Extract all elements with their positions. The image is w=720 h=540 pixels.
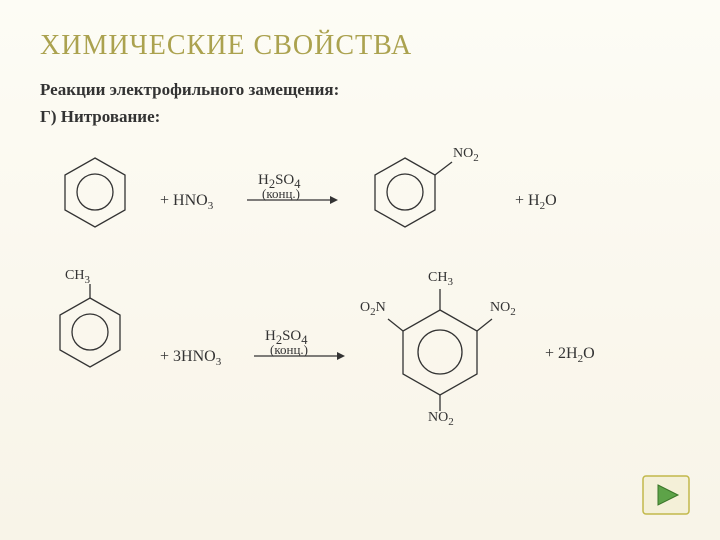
condition-2-bot: (конц.) bbox=[270, 342, 308, 358]
play-icon bbox=[642, 475, 690, 515]
condition-1-bot: (конц.) bbox=[262, 186, 300, 202]
subtitle-line1: Реакции электрофильного замещения: bbox=[40, 80, 339, 100]
reagent-1: + HNO3 bbox=[160, 192, 213, 212]
product-water-2: + 2H2O bbox=[545, 345, 595, 365]
no2-label-1: NO2 bbox=[453, 146, 479, 164]
subtitle-line2: Г) Нитрование: bbox=[40, 107, 160, 127]
page-title: ХИМИЧЕСКИЕ СВОЙСТВА bbox=[40, 30, 412, 62]
toluene-reactant bbox=[45, 278, 135, 388]
product-water-1: + H2O bbox=[515, 192, 557, 212]
reaction-diagram: + HNO3 H2SO4 (конц.) NO2 + H2O CH3 + 3HN… bbox=[40, 140, 680, 500]
reagent-2: + 3HNO3 bbox=[160, 348, 221, 368]
next-button[interactable] bbox=[642, 475, 690, 515]
benzene-reactant-1 bbox=[55, 150, 135, 240]
tnt-product bbox=[380, 285, 510, 425]
